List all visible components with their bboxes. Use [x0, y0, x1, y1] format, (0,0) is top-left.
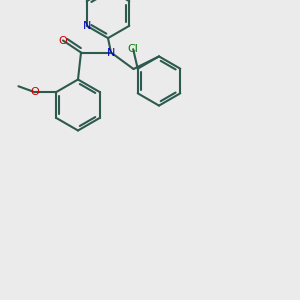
- Text: O: O: [58, 35, 68, 46]
- Text: Cl: Cl: [128, 44, 139, 54]
- Text: N: N: [107, 47, 115, 58]
- Text: N: N: [82, 21, 91, 31]
- Text: O: O: [31, 87, 39, 97]
